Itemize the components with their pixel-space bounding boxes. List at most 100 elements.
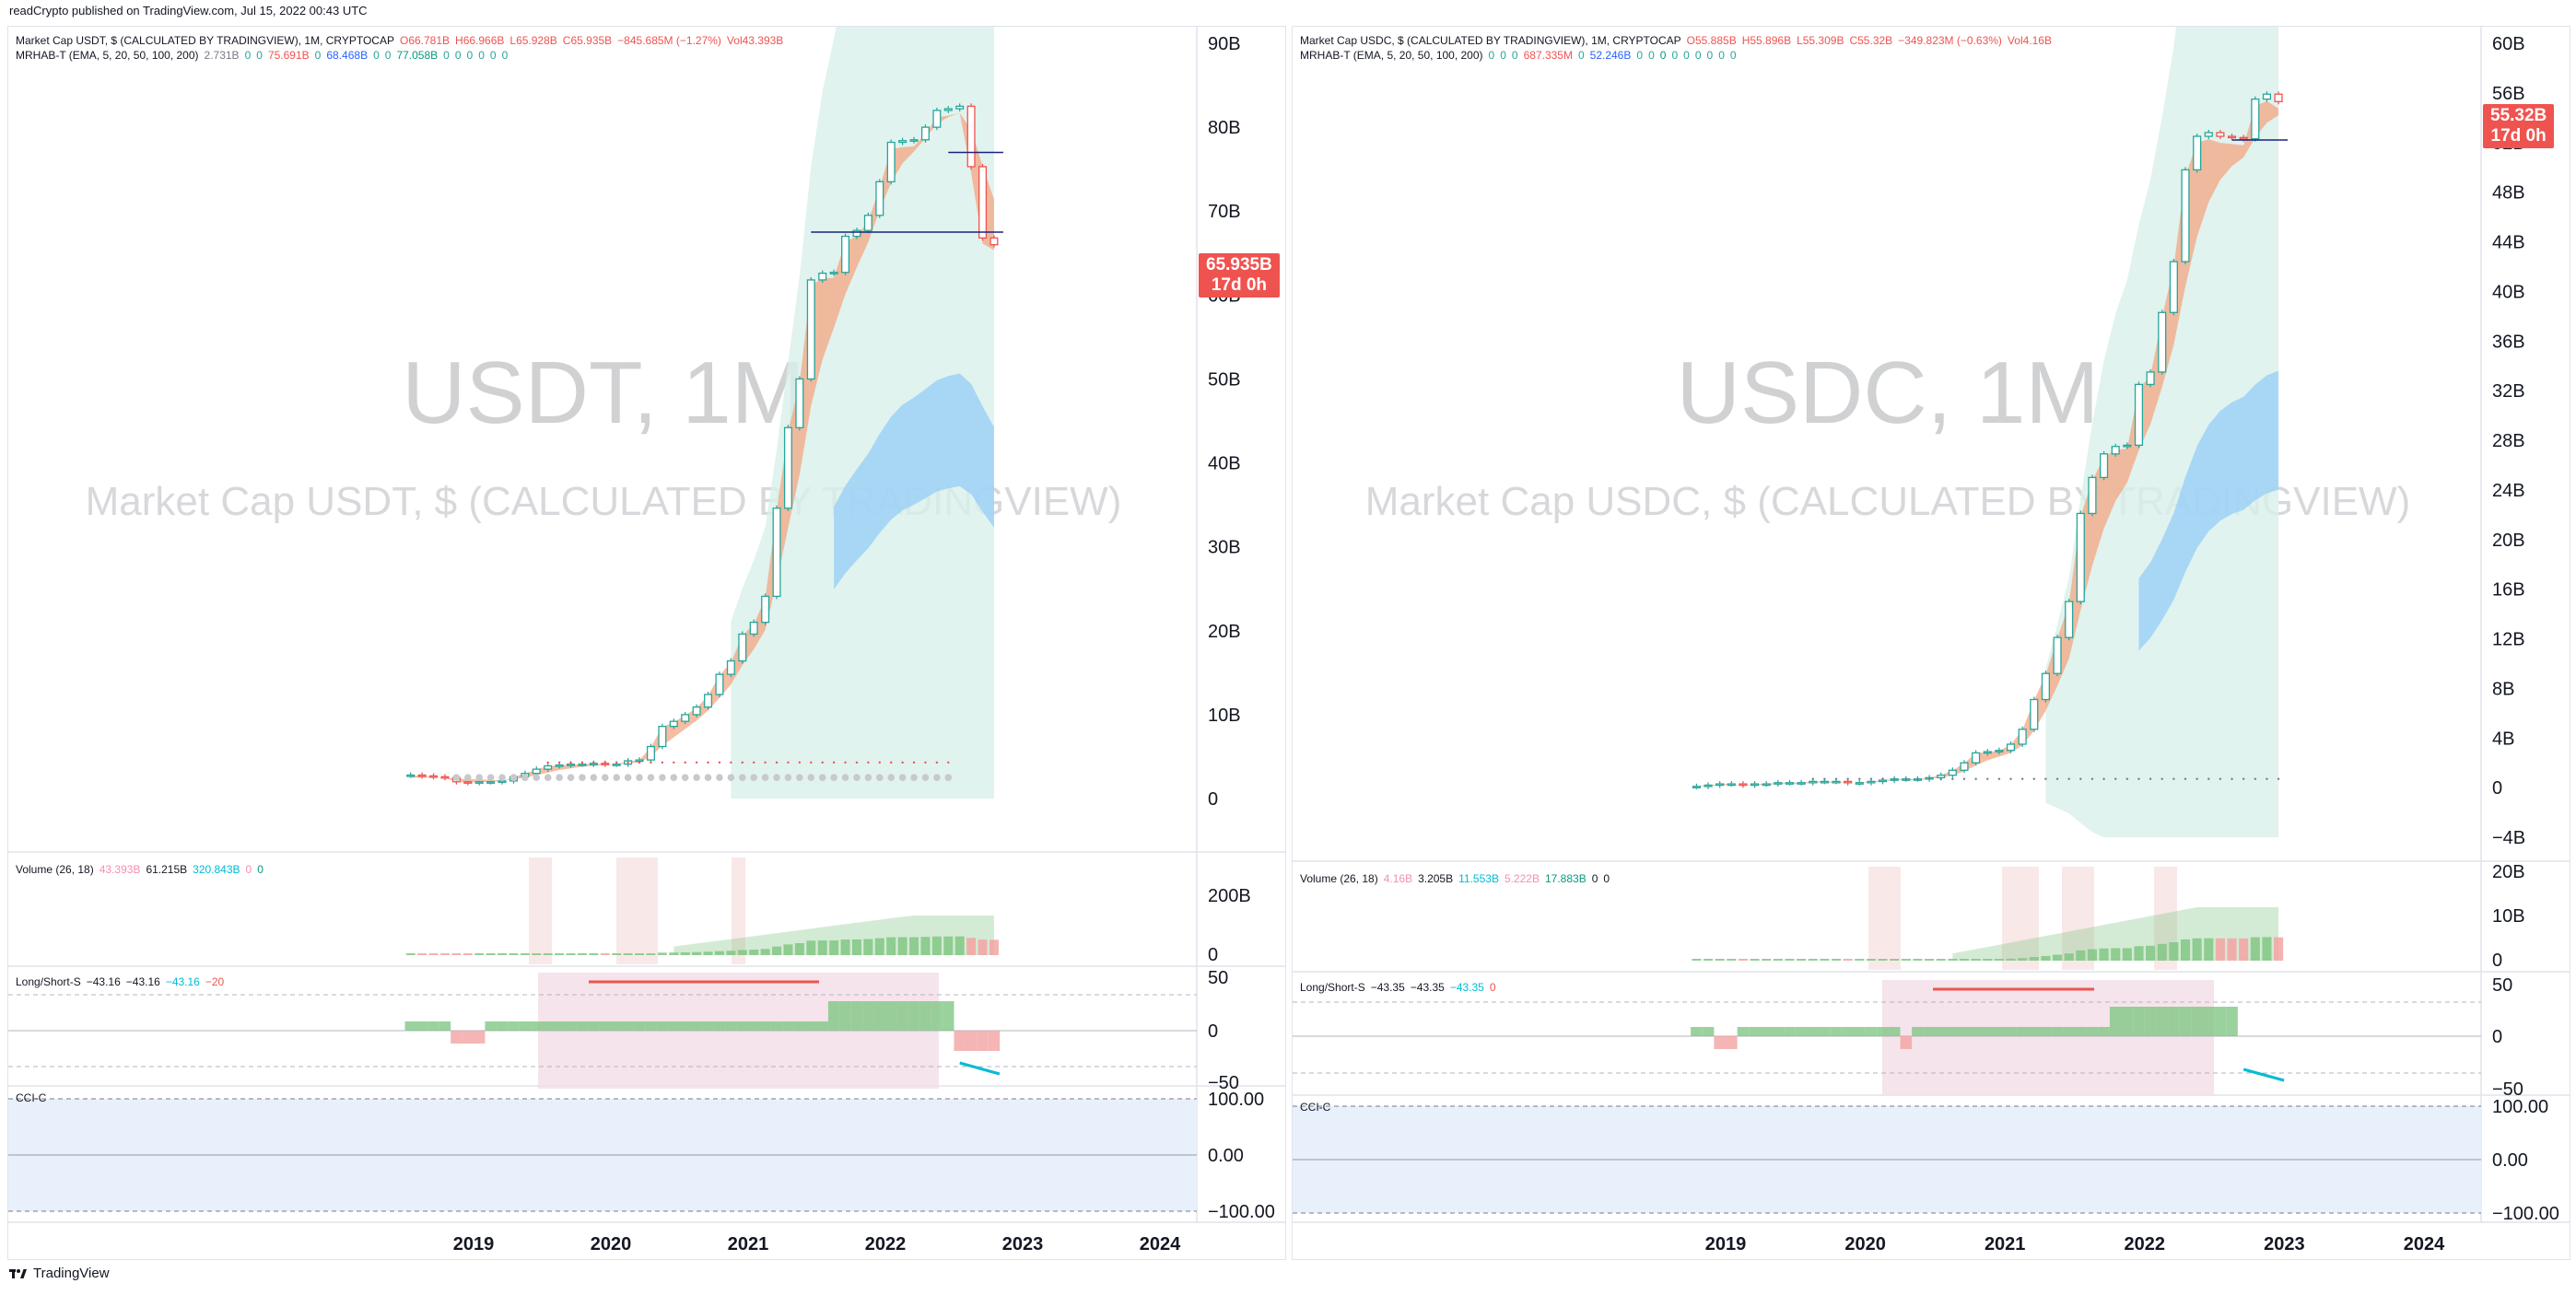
ls-axis-label: 0 xyxy=(2492,1027,2502,1047)
volume-bar xyxy=(2262,937,2272,961)
volume-bar xyxy=(1820,959,1830,961)
legend-token: 0 xyxy=(1488,49,1495,62)
level-dot-red xyxy=(787,761,790,764)
ls-bar xyxy=(1760,1027,1773,1036)
ls-bar xyxy=(896,1001,908,1031)
ls-bar xyxy=(1970,1027,1982,1036)
candle xyxy=(1774,782,1783,785)
ls-bar xyxy=(2005,1027,2017,1036)
volume-bar xyxy=(669,952,679,955)
volume-bar xyxy=(1994,959,2004,961)
volume-bar xyxy=(1797,959,1807,961)
cci-axis-label: 100.00 xyxy=(2492,1097,2548,1117)
legend-token: 11.553B xyxy=(1458,872,1499,885)
candle xyxy=(1704,784,1713,788)
volume-bar xyxy=(1703,959,1714,961)
chart-canvas[interactable]: USDT, 1M Market Cap USDT, $ (CALCULATED B… xyxy=(8,27,1285,1259)
candle xyxy=(1809,780,1818,784)
volume-bar xyxy=(566,953,576,955)
level-dot xyxy=(544,774,552,782)
ls-bar xyxy=(1807,1027,1820,1036)
chart-panel-usdc[interactable]: USDC, 1M Market Cap USDC, $ (CALCULATED B… xyxy=(1292,26,2570,1260)
volume-bar xyxy=(2018,958,2028,961)
candle xyxy=(2006,743,2016,752)
candle xyxy=(669,720,678,728)
legend-indicator: MRHAB-T (EMA, 5, 20, 50, 100, 200) 0 0 0 687… xyxy=(1300,49,1742,62)
level-dot-red xyxy=(935,761,939,764)
volume-bar xyxy=(829,940,839,955)
volume-bar xyxy=(2169,942,2179,961)
level-dot-red xyxy=(878,761,881,764)
candle xyxy=(2065,601,2074,638)
level-dot xyxy=(875,774,884,782)
ls-bar xyxy=(2016,1027,2029,1036)
level-dot xyxy=(2044,777,2047,780)
ls-bar xyxy=(404,1021,416,1031)
level-dot xyxy=(841,774,849,782)
ls-bar xyxy=(1784,1027,1796,1036)
candle xyxy=(1832,780,1841,784)
volume-bar xyxy=(1901,959,1911,961)
legend-token: 0 xyxy=(256,49,263,62)
volume-bar xyxy=(806,940,816,955)
level-dot xyxy=(1962,777,1966,780)
ls-bar xyxy=(679,1021,691,1031)
ls-bar xyxy=(599,1021,611,1031)
ls-bar xyxy=(1795,1027,1808,1036)
volume-bar xyxy=(909,937,919,955)
candle xyxy=(989,237,999,246)
candle xyxy=(555,764,564,767)
level-dot xyxy=(1892,777,1896,780)
level-dot xyxy=(2195,777,2198,780)
volume-bar xyxy=(1692,959,1702,961)
ls-bar xyxy=(782,1021,794,1031)
cci-axis-label: 0.00 xyxy=(1208,1146,1244,1166)
countdown: 17d 0h xyxy=(2490,126,2547,146)
volume-bar xyxy=(2146,945,2156,961)
ls-bar xyxy=(1702,1027,1715,1036)
cci-axis-label: 0.00 xyxy=(2492,1150,2528,1171)
legend-token: −349.823M (−0.63%) xyxy=(1898,34,2002,47)
candle xyxy=(2076,512,2085,602)
legend-token: 0 xyxy=(1671,49,1679,62)
volume-bar xyxy=(772,946,782,955)
level-dot xyxy=(556,774,563,782)
level-dot xyxy=(533,774,541,782)
volume-bar xyxy=(680,951,690,955)
level-dot-red xyxy=(707,761,709,764)
volume-bar xyxy=(600,953,610,955)
legend-token: 0 xyxy=(1500,49,1506,62)
level-dot-red xyxy=(890,761,893,764)
watermark-symbol: USDC, 1M xyxy=(1677,344,2100,442)
legend-token: 0 xyxy=(1718,49,1725,62)
level-dot xyxy=(693,774,700,782)
ls-bar xyxy=(954,1031,966,1051)
level-dot xyxy=(2277,777,2280,780)
volume-bar xyxy=(486,953,496,955)
ls-bar xyxy=(748,1021,760,1031)
level-dot xyxy=(796,774,803,782)
level-dot xyxy=(613,774,621,782)
chart-panel-usdt[interactable]: USDT, 1M Market Cap USDT, $ (CALCULATED B… xyxy=(7,26,1286,1260)
level-dot xyxy=(807,774,815,782)
legend-token: 320.843B xyxy=(193,863,240,876)
volume-bar xyxy=(966,938,977,955)
level-dot xyxy=(933,774,941,782)
level-dot xyxy=(1811,777,1814,780)
candle xyxy=(829,272,838,274)
level-dot-red xyxy=(592,761,595,764)
level-dot xyxy=(2137,777,2140,780)
legend-token: 0 xyxy=(443,49,450,62)
ls-bar xyxy=(702,1021,714,1031)
level-dot xyxy=(636,774,643,782)
level-dot xyxy=(567,774,575,782)
chart-canvas[interactable]: USDC, 1M Market Cap USDC, $ (CALCULATED B… xyxy=(1293,27,2570,1259)
volume-bar xyxy=(1878,959,1888,961)
volume-axis-label: 0 xyxy=(2492,951,2502,971)
candle xyxy=(2262,93,2272,100)
price-axis-label: 16B xyxy=(2492,580,2525,601)
legend-token: 0 xyxy=(1489,981,1496,994)
legend-long-short: Long/Short-S −43.16 −43.16 −43.16 −20 xyxy=(16,975,229,988)
volume-bar xyxy=(428,953,439,955)
price-axis-label: 36B xyxy=(2492,332,2525,352)
